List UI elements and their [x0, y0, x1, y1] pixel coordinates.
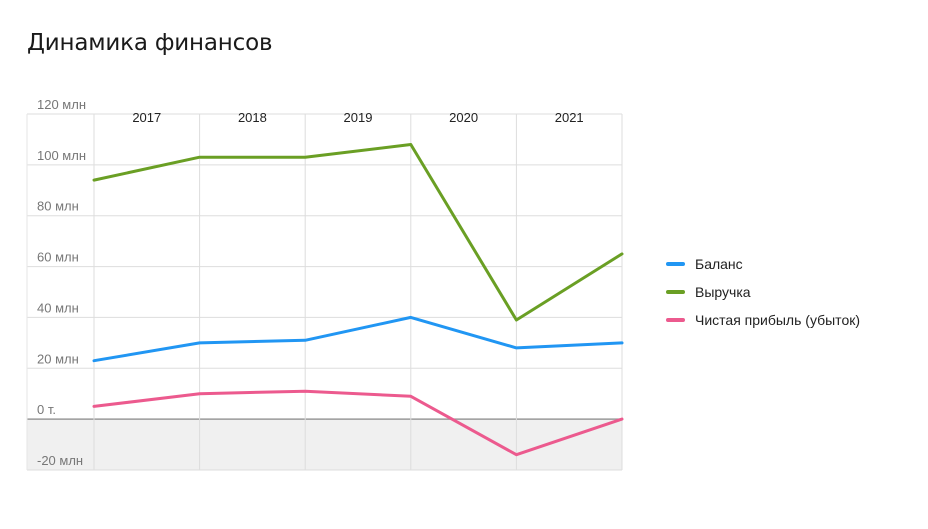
series-line: [92, 143, 624, 322]
y-tick-label: 80 млн: [37, 199, 79, 214]
series-line: [92, 389, 624, 457]
legend-label: Выручка: [695, 284, 751, 300]
legend-label: Баланс: [695, 256, 743, 272]
negative-value-band: [27, 419, 622, 470]
x-tick-label: 2018: [238, 110, 267, 125]
page-title: Динамика финансов: [27, 30, 273, 56]
x-tick-label: 2017: [132, 110, 161, 125]
legend-item: Выручка: [666, 278, 860, 306]
legend-swatch: [666, 262, 685, 266]
legend-label: Чистая прибыль (убыток): [695, 312, 861, 328]
series-lines: [92, 143, 624, 457]
legend-item: Баланс: [666, 250, 860, 278]
y-tick-label: -20 млн: [37, 453, 83, 468]
y-tick-label: 120 млн: [37, 97, 86, 112]
y-tick-label: 40 млн: [37, 300, 79, 315]
y-tick-label: 100 млн: [37, 148, 86, 163]
series-line: [92, 315, 624, 363]
y-tick-label: 60 млн: [37, 250, 79, 265]
legend-swatch: [666, 290, 685, 294]
chart-legend: Баланс Выручка Чистая прибыль (убыток): [666, 250, 860, 334]
legend-swatch: [666, 318, 685, 322]
grid-lines: [26, 113, 623, 471]
x-tick-label: 2020: [449, 110, 478, 125]
y-tick-label: 0 т.: [37, 402, 56, 417]
x-tick-label: 2019: [344, 110, 373, 125]
axis-labels: 120 млн 100 млн 80 млн 60 млн 40 млн 20 млн 0 …: [37, 97, 584, 468]
y-tick-label: 20 млн: [37, 351, 79, 366]
legend-item: Чистая прибыль (убыток): [666, 306, 860, 334]
x-tick-label: 2021: [555, 110, 584, 125]
